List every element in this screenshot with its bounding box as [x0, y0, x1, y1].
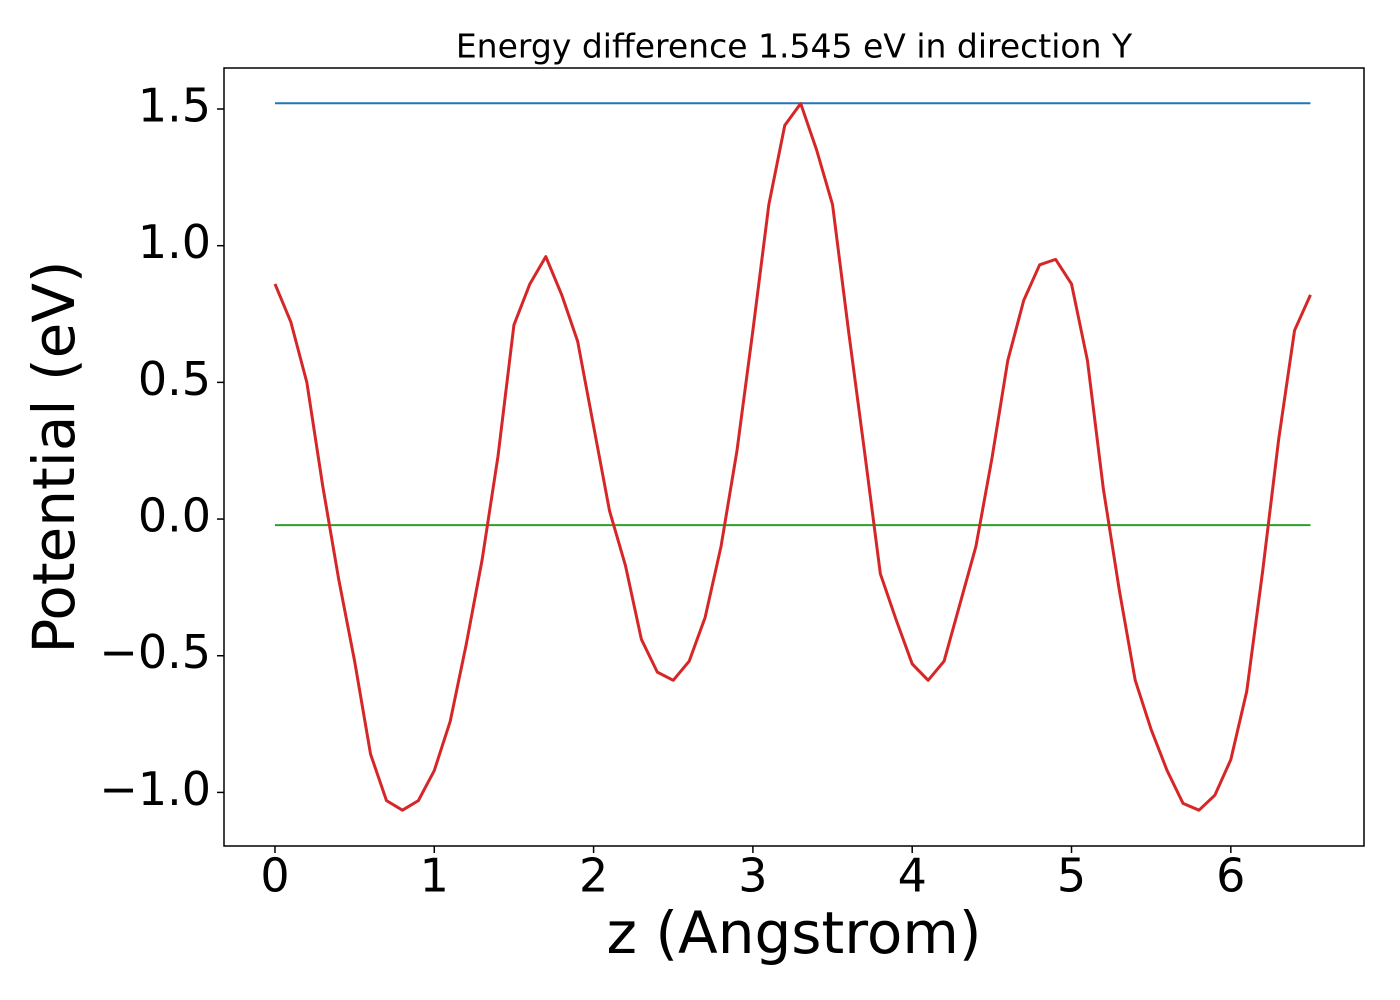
x-tick-label: 3: [738, 849, 767, 903]
x-tick-label: 2: [579, 849, 608, 903]
y-tick-label: −1.0: [99, 762, 211, 816]
y-tick-label: 0.5: [138, 352, 211, 406]
plot-frame: [223, 67, 1365, 847]
x-axis-label: z (Angstrom): [607, 899, 982, 967]
x-tick-label: 6: [1216, 849, 1245, 903]
x-tick-label: 4: [898, 849, 927, 903]
y-tick-label: 1.5: [138, 79, 211, 133]
x-tick-label: 0: [260, 849, 289, 903]
y-tick-label: 1.0: [138, 215, 211, 269]
y-axis-label: Potential (eV): [20, 260, 88, 653]
data-line: [273, 102, 1312, 812]
chart-title: Energy difference 1.545 eV in direction …: [456, 27, 1133, 66]
y-tick-label: −0.5: [99, 625, 211, 679]
x-tick-label: 5: [1057, 849, 1086, 903]
y-tick-label: 0.0: [138, 489, 211, 543]
x-tick-label: 1: [420, 849, 449, 903]
